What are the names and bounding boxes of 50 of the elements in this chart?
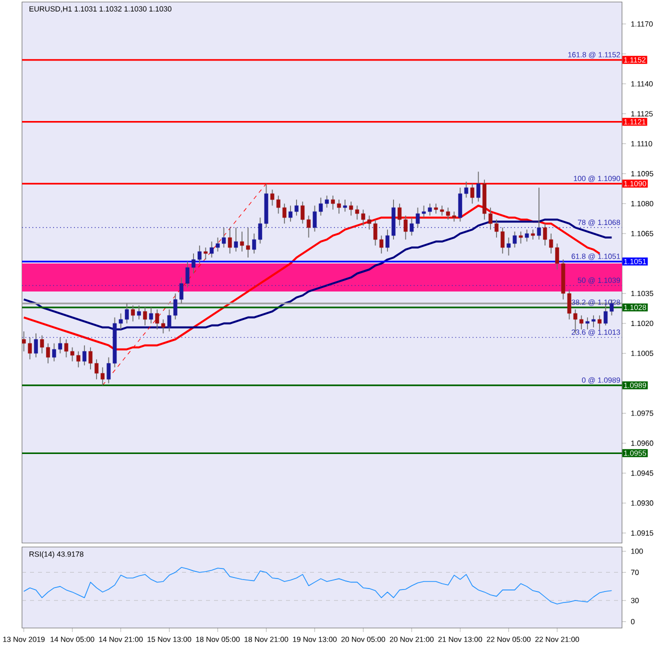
- candlestick: [518, 231, 523, 244]
- candlestick: [179, 277, 184, 304]
- candlestick: [40, 334, 44, 354]
- candlestick: [186, 261, 190, 288]
- candlestick: [398, 203, 402, 226]
- candlestick: [34, 332, 38, 358]
- candlestick: [586, 316, 590, 330]
- candlestick: [294, 199, 298, 216]
- candlestick: [524, 229, 529, 242]
- candlestick: [440, 205, 444, 216]
- candlestick: [330, 195, 335, 210]
- candlestick: [149, 306, 154, 324]
- candlestick: [234, 227, 238, 252]
- candlestick: [246, 227, 250, 258]
- candlestick: [494, 219, 498, 238]
- candlestick: [82, 344, 86, 366]
- candlestick: [228, 227, 232, 254]
- candlestick: [543, 223, 547, 246]
- candlestick: [549, 233, 554, 254]
- candlestick: [452, 211, 456, 222]
- candlestick: [476, 171, 480, 202]
- candlestick: [500, 227, 505, 254]
- candlestick: [379, 235, 384, 254]
- candlestick: [579, 314, 584, 330]
- candlestick: [337, 199, 341, 214]
- candlestick: [343, 199, 347, 212]
- candlestick: [88, 346, 92, 370]
- candlestick: [592, 314, 596, 328]
- candlestick: [143, 306, 147, 326]
- candlestick: [488, 207, 492, 230]
- candlestick: [598, 314, 602, 330]
- candlestick: [282, 203, 286, 224]
- candlestick: [349, 201, 354, 216]
- candlestick: [198, 245, 202, 264]
- candlestick: [137, 304, 141, 320]
- candlestick: [100, 366, 105, 386]
- candlestick: [94, 358, 98, 380]
- candlestick: [130, 304, 135, 322]
- candlestick: [434, 203, 438, 214]
- candlestick: [470, 183, 474, 204]
- candlestick: [240, 231, 244, 252]
- candlestick: [192, 253, 196, 274]
- candlestick: [446, 207, 450, 220]
- candlestick: [46, 342, 50, 364]
- candlestick: [404, 215, 408, 240]
- candlestick: [530, 229, 535, 240]
- candlestick: [386, 229, 390, 252]
- candlestick: [204, 247, 208, 260]
- candlestick: [537, 187, 541, 240]
- candlestick: [288, 205, 292, 222]
